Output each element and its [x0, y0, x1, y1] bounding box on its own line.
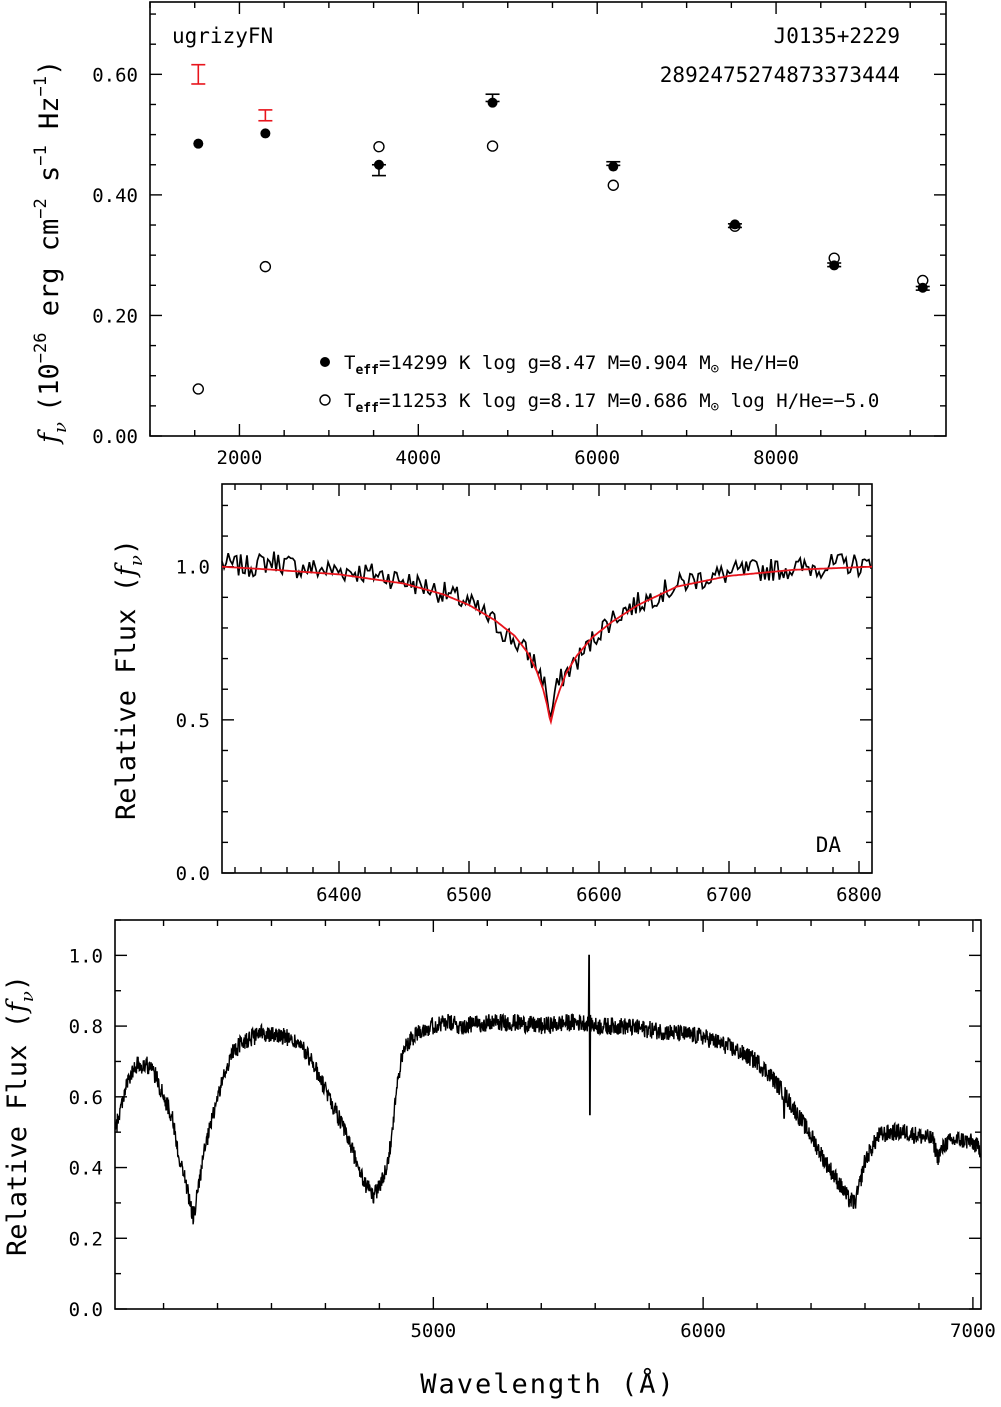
model-filled-point	[608, 161, 619, 172]
halpha-frame	[221, 483, 873, 874]
model-open-point	[729, 220, 741, 232]
x-tick-label: 2000	[217, 447, 263, 469]
photometry-x-tick-labels: 2000 4000 6000 8000	[217, 447, 799, 469]
spectral-type-label: DA	[816, 833, 842, 857]
halpha-y-tick-labels: 0.0 0.5 1.0	[176, 557, 210, 885]
photometry-y-axis-label: fν(10−26 erg cm−2 s−1 Hz−1)	[31, 60, 71, 445]
model-open-point	[192, 383, 204, 395]
model-halpha-line	[221, 565, 873, 726]
x-tick-label: 6800	[836, 884, 882, 906]
x-tick-label: 6700	[706, 884, 752, 906]
halpha-marks	[221, 551, 873, 726]
x-tick-label: 6500	[446, 884, 492, 906]
halpha-x-tick-labels: 6400 6500 6600 6700 6800	[316, 884, 882, 906]
halpha-panel: 6400 6500 6600 6700 6800 0.0 0.5 1.0 DA Relati…	[111, 483, 882, 906]
model-open-point	[486, 140, 499, 152]
model-open-point	[259, 260, 272, 273]
y-tick-label: 0.0	[176, 863, 210, 885]
y-tick-label: 0.6	[69, 1087, 103, 1109]
spectrum-x-axis-label: Wavelength (Å)	[420, 1368, 676, 1400]
filters-label: ugrizyFN	[172, 24, 273, 48]
observed-spectrum-line	[114, 954, 982, 1225]
model-open-point	[828, 252, 840, 264]
y-tick-label: 0.8	[69, 1016, 103, 1038]
x-tick-label: 6000	[574, 447, 620, 469]
x-tick-label: 8000	[753, 447, 799, 469]
legend-open-text: Teff=11253 K log g=8.17 M=0.686 M⊙ log H…	[344, 390, 879, 416]
error-bar	[258, 109, 273, 122]
y-tick-label: 0.5	[176, 710, 210, 732]
y-tick-label: 1.0	[176, 557, 210, 579]
spectrum-panel: 5000 6000 7000 0.0 0.2 0.4 0.6 0.8 1.0 Relative…	[2, 919, 996, 1400]
legend-filled-text: Teff=14299 K log g=8.47 M=0.904 M⊙ He/H=…	[344, 352, 799, 378]
x-tick-label: 6000	[680, 1320, 726, 1342]
legend-open-marker	[319, 394, 331, 406]
x-tick-label: 6600	[576, 884, 622, 906]
model-filled-point	[373, 159, 384, 170]
x-tick-label: 7000	[950, 1320, 996, 1342]
y-tick-label: 0.2	[69, 1228, 103, 1250]
photometry-panel: 2000 4000 6000 8000 0.00 0.20 0.40 0.60 ugrizy…	[31, 1, 947, 469]
model-filled-point	[260, 128, 271, 139]
x-tick-label: 5000	[410, 1320, 456, 1342]
model-filled-point	[193, 138, 204, 149]
model-filled-point	[487, 97, 498, 108]
y-tick-label: 0.20	[92, 305, 138, 327]
halpha-ticks	[222, 484, 872, 874]
y-tick-label: 0.0	[69, 1299, 103, 1321]
spectrum-frame	[114, 919, 982, 1310]
model-open-point	[607, 179, 619, 191]
spectrum-marks	[114, 954, 982, 1225]
legend-filled-marker	[320, 357, 330, 367]
y-tick-label: 1.0	[69, 945, 103, 967]
photometry-legend: Teff=14299 K log g=8.47 M=0.904 M⊙ He/H=…	[319, 352, 879, 416]
y-tick-label: 0.4	[69, 1158, 103, 1180]
model-open-point	[917, 274, 929, 287]
observed-halpha-line	[221, 551, 872, 718]
error-bar	[191, 63, 206, 85]
source-id: 2892475274873373444	[660, 63, 900, 87]
halpha-y-axis-label: Relative Flux (fν)	[111, 539, 147, 820]
y-tick-label: 0.60	[92, 64, 138, 86]
spectrum-ticks	[115, 919, 981, 1310]
model-open-point	[373, 140, 385, 153]
y-tick-label: 0.40	[92, 185, 138, 207]
y-tick-label: 0.00	[92, 426, 138, 448]
photometry-frame	[149, 1, 947, 437]
x-tick-label: 4000	[395, 447, 441, 469]
spectrum-x-tick-labels: 5000 6000 7000	[410, 1320, 995, 1342]
photometry-marks	[191, 63, 930, 395]
photometry-ticks	[149, 2, 946, 437]
spectrum-y-tick-labels: 0.0 0.2 0.4 0.6 0.8 1.0	[69, 945, 103, 1321]
photometry-y-tick-labels: 0.00 0.20 0.40 0.60	[92, 64, 138, 448]
spectrum-y-axis-label: Relative Flux (fν)	[2, 975, 38, 1256]
object-name: J0135+2229	[774, 24, 900, 48]
x-tick-label: 6400	[316, 884, 362, 906]
